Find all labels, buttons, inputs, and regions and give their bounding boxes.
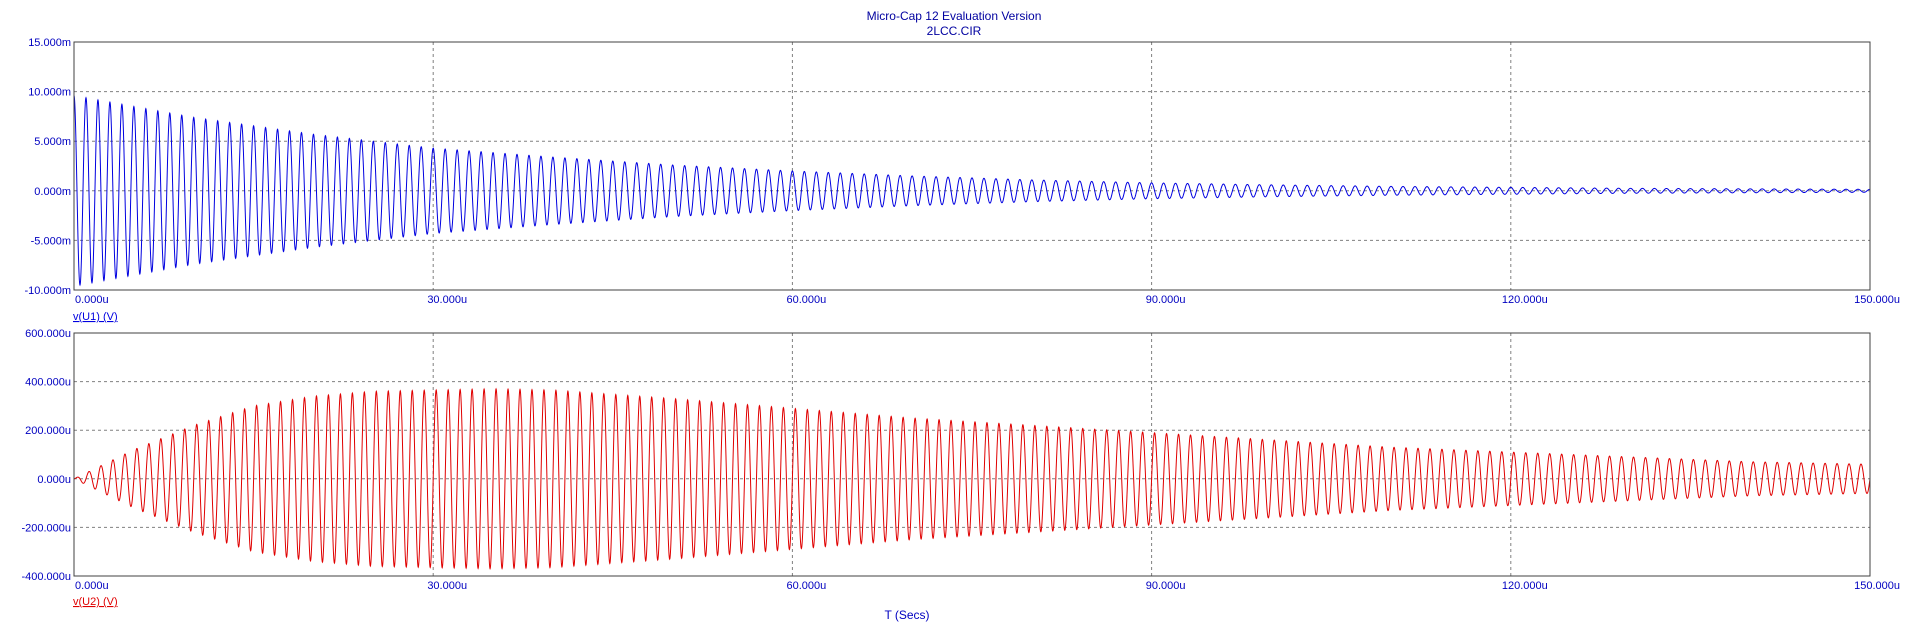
- x-axis-title: T (Secs): [884, 608, 929, 622]
- y-tick-label: 200.000u: [25, 425, 71, 437]
- y-tick-label: -200.000u: [21, 522, 71, 534]
- x-tick-label: 0.000u: [75, 294, 109, 306]
- x-tick-label: 120.000u: [1502, 580, 1548, 592]
- y-tick-label: 15.000m: [28, 37, 71, 49]
- plot-frame: [73, 332, 1871, 577]
- x-tick-label: 150.000u: [1854, 294, 1900, 306]
- circuit-file-name: 2LCC.CIR: [927, 24, 982, 38]
- y-tick-label: 600.000u: [25, 328, 71, 340]
- y-tick-label: -5.000m: [31, 235, 71, 247]
- x-tick-label: 30.000u: [427, 294, 467, 306]
- trace-u1: [73, 95, 1871, 287]
- y-tick-label: -400.000u: [21, 571, 71, 583]
- y-tick-label: 400.000u: [25, 377, 71, 389]
- x-tick-label: 90.000u: [1146, 294, 1186, 306]
- x-tick-label: 150.000u: [1854, 580, 1900, 592]
- y-tick-label: 10.000m: [28, 87, 71, 99]
- x-tick-label: 90.000u: [1146, 580, 1186, 592]
- series-label[interactable]: v(U2) (V): [73, 596, 118, 608]
- x-tick-label: 0.000u: [75, 580, 109, 592]
- x-tick-label: 60.000u: [787, 294, 827, 306]
- trace-u2: [73, 387, 1871, 570]
- y-tick-label: 0.000m: [34, 186, 71, 198]
- series-label[interactable]: v(U1) (V): [73, 311, 118, 323]
- x-tick-label: 60.000u: [787, 580, 827, 592]
- y-tick-label: 0.000u: [37, 474, 71, 486]
- plot-frame: [73, 41, 1871, 291]
- window-title: Micro-Cap 12 Evaluation Version: [867, 9, 1042, 23]
- y-tick-label: -10.000m: [25, 285, 71, 297]
- plot-panel-u1: -10.000m -5.000m 0.000m 5.000m 10.000m 15.000…: [25, 37, 1900, 323]
- x-tick-label: 120.000u: [1502, 294, 1548, 306]
- plot-panel-u2: -400.000u -200.000u 0.000u 200.000u 400.000u…: [21, 328, 1900, 608]
- x-tick-label: 30.000u: [427, 580, 467, 592]
- y-tick-label: 5.000m: [34, 136, 71, 148]
